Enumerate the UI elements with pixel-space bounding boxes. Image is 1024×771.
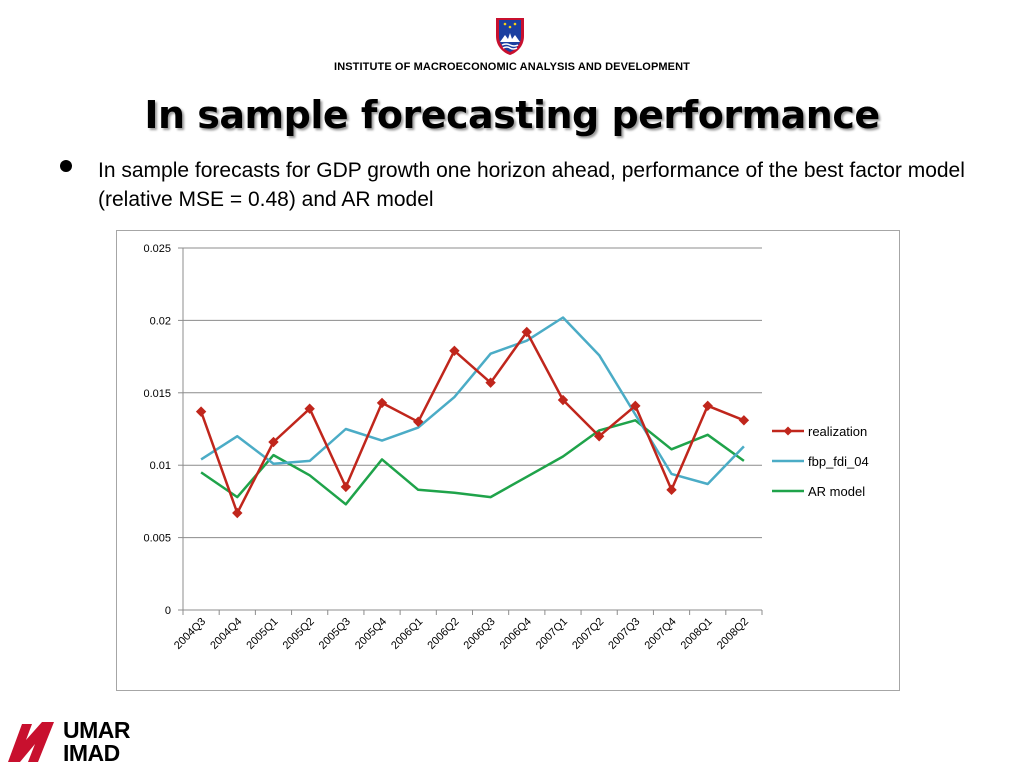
x-tick-label: 2005Q1 bbox=[244, 616, 280, 652]
x-tick-label: 2007Q1 bbox=[534, 616, 570, 652]
data-point bbox=[521, 326, 532, 338]
y-tick-label: 0.005 bbox=[143, 533, 171, 545]
y-tick-label: 0.025 bbox=[143, 243, 171, 255]
logo-line1: UMAR bbox=[63, 717, 131, 743]
series-line-ar-model bbox=[200, 419, 745, 506]
legend-label: AR model bbox=[808, 484, 865, 499]
y-tick-label: 0.01 bbox=[150, 460, 171, 472]
data-point bbox=[630, 400, 641, 412]
logo-line2: IMAD bbox=[63, 740, 120, 766]
data-point bbox=[449, 345, 460, 357]
y-tick-label: 0.02 bbox=[150, 315, 171, 327]
x-tick-label: 2007Q3 bbox=[606, 616, 642, 652]
x-tick-label: 2006Q1 bbox=[389, 616, 425, 652]
x-tick-label: 2008Q2 bbox=[715, 616, 751, 652]
y-tick-label: 0 bbox=[165, 605, 171, 617]
legend-label: fbp_fdi_04 bbox=[808, 454, 869, 469]
x-tick-label: 2006Q3 bbox=[462, 616, 498, 652]
data-point bbox=[268, 436, 279, 448]
data-point bbox=[557, 394, 569, 406]
x-tick-label: 2004Q3 bbox=[172, 616, 208, 652]
data-point bbox=[413, 416, 424, 427]
x-tick-label: 2006Q2 bbox=[425, 616, 461, 652]
series-line-fbp-fdi-04 bbox=[200, 316, 745, 486]
institute-name: INSTITUTE OF MACROECONOMIC ANALYSIS AND … bbox=[334, 61, 690, 73]
bullet-text: In sample forecasts for GDP growth one h… bbox=[98, 159, 965, 211]
page-title: In sample forecasting performance bbox=[144, 93, 880, 137]
x-tick-label: 2006Q4 bbox=[498, 616, 534, 652]
data-point bbox=[485, 377, 496, 388]
x-tick-label: 2005Q2 bbox=[281, 616, 317, 652]
legend-marker bbox=[783, 426, 793, 436]
x-tick-label: 2007Q2 bbox=[570, 616, 606, 652]
data-point bbox=[702, 400, 713, 412]
x-tick-label: 2005Q3 bbox=[317, 616, 353, 652]
x-tick-label: 2005Q4 bbox=[353, 616, 389, 652]
y-tick-label: 0.015 bbox=[143, 388, 171, 400]
umar-imad-logo-icon: UMAR IMAD bbox=[8, 718, 158, 766]
data-point bbox=[376, 397, 388, 409]
data-point bbox=[232, 507, 243, 519]
data-point bbox=[738, 415, 750, 426]
legend-label: realization bbox=[808, 424, 867, 439]
data-point bbox=[195, 406, 207, 417]
data-point bbox=[340, 481, 352, 493]
slovenia-coat-of-arms-icon bbox=[496, 18, 524, 55]
x-tick-label: 2008Q1 bbox=[679, 616, 715, 652]
x-tick-label: 2004Q4 bbox=[208, 616, 244, 652]
data-point bbox=[304, 403, 315, 414]
logo-mark-icon bbox=[8, 722, 54, 762]
chart-frame: 0 0.005 0.01 0.015 0.02 0.025 2004Q3 2004Q4 2005… bbox=[116, 230, 900, 691]
bullet-dot-icon bbox=[60, 160, 72, 172]
data-point bbox=[666, 484, 677, 496]
x-tick-label: 2007Q4 bbox=[642, 616, 678, 652]
series-line-realization bbox=[199, 330, 745, 515]
data-point bbox=[593, 431, 605, 442]
